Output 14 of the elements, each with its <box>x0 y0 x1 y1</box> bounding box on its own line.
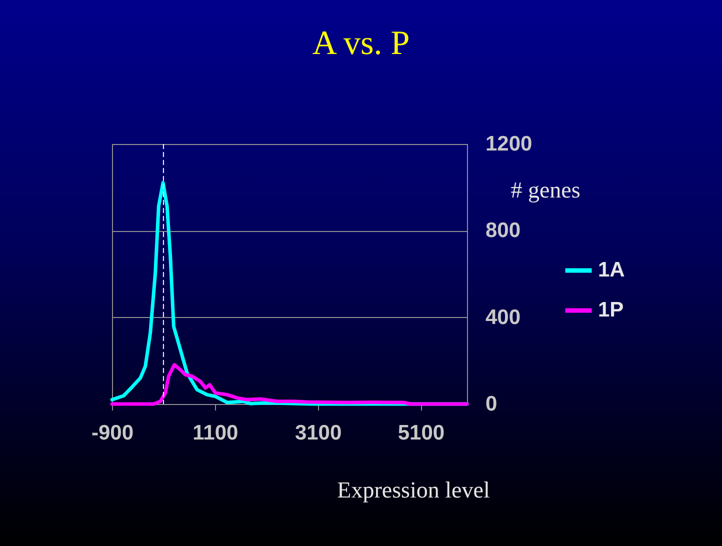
y-tick-label: 1200 <box>486 132 532 156</box>
legend-label: 1P <box>598 298 624 322</box>
legend-label: 1A <box>598 258 625 282</box>
x-tick-label: 5100 <box>398 422 445 444</box>
x-axis-title: Expression level <box>337 478 490 502</box>
x-tick-label: 3100 <box>294 422 342 444</box>
line-series <box>110 363 469 406</box>
x-tick-label: 1100 <box>192 422 238 444</box>
y-tick-label: 400 <box>486 306 521 329</box>
y-tick-label: 0 <box>486 392 498 416</box>
y-axis-title: # genes <box>510 178 580 202</box>
y-tick-label: 800 <box>486 219 521 242</box>
chart-title: A vs. P <box>312 25 410 62</box>
x-tick-label: -900 <box>91 422 134 444</box>
